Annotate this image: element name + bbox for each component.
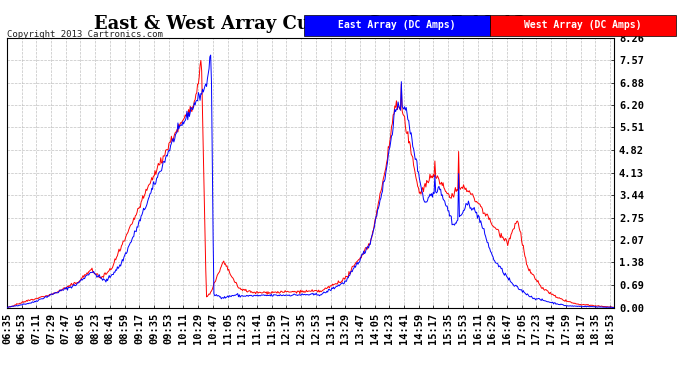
Text: West Array (DC Amps): West Array (DC Amps) xyxy=(524,20,642,30)
Text: East & West Array Current Sat Sep 7 19:13: East & West Array Current Sat Sep 7 19:1… xyxy=(95,15,526,33)
Text: East Array (DC Amps): East Array (DC Amps) xyxy=(338,20,455,30)
Text: Copyright 2013 Cartronics.com: Copyright 2013 Cartronics.com xyxy=(7,30,163,39)
